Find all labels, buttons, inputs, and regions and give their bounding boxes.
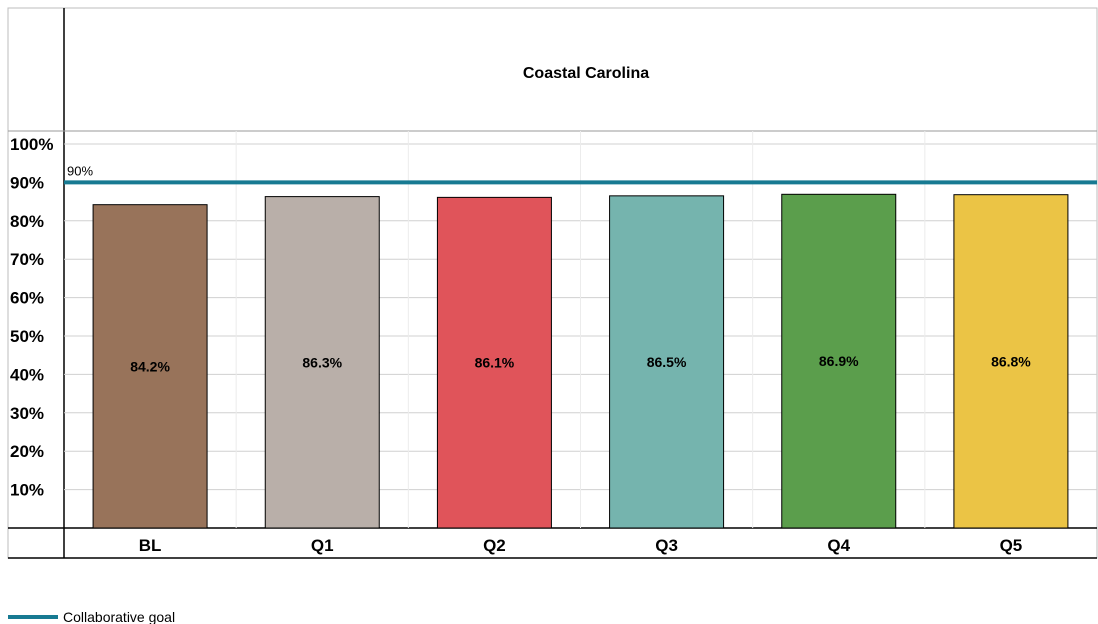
y-axis-ticks: 100% 90% 80% 70% 60% 50% 40% 30% 20% 10%: [10, 135, 53, 500]
legend-label-goal: Collaborative goal: [63, 609, 175, 624]
category-label-q3: Q3: [655, 536, 678, 555]
y-tick-label: 40%: [10, 365, 44, 384]
y-tick-label: 10%: [10, 481, 44, 500]
gridlines: [64, 131, 1097, 528]
category-labels: BL Q1 Q2 Q3 Q4 Q5: [139, 536, 1023, 555]
data-label-bl: 84.2%: [130, 358, 170, 374]
bar-q2: [436, 196, 552, 529]
bars: 84.2% 86.3% 86.1% 86.5% 86.9% 86.8%: [92, 193, 1069, 529]
bar-q5: [953, 194, 1069, 529]
goal-label: 90%: [67, 163, 93, 178]
data-label-q4: 86.9%: [819, 353, 859, 369]
y-tick-label: 100%: [10, 135, 53, 154]
bar-q3: [609, 195, 725, 529]
chart-title: Coastal Carolina: [523, 65, 649, 82]
category-label-q1: Q1: [311, 536, 334, 555]
category-label-q5: Q5: [1000, 536, 1023, 555]
y-tick-label: 50%: [10, 327, 44, 346]
goal-line-group: 90%: [64, 163, 1097, 185]
y-tick-label: 80%: [10, 212, 44, 231]
y-tick-label: 20%: [10, 442, 44, 461]
data-label-q5: 86.8%: [991, 353, 1031, 369]
y-tick-label: 70%: [10, 250, 44, 269]
legend: Collaborative goal: [8, 609, 175, 624]
category-label-q2: Q2: [483, 536, 506, 555]
y-tick-label: 60%: [10, 289, 44, 308]
category-label-q4: Q4: [827, 536, 850, 555]
y-tick-label: 90%: [10, 173, 44, 192]
chart-frame: [7, 7, 1098, 559]
data-label-q1: 86.3%: [302, 354, 342, 370]
y-tick-label: 30%: [10, 404, 44, 423]
data-label-q2: 86.1%: [475, 355, 515, 371]
category-label-bl: BL: [139, 536, 162, 555]
bar-q1: [264, 196, 380, 529]
bar-q4: [781, 193, 897, 529]
bar-bl: [92, 204, 208, 529]
data-label-q3: 86.5%: [647, 354, 687, 370]
